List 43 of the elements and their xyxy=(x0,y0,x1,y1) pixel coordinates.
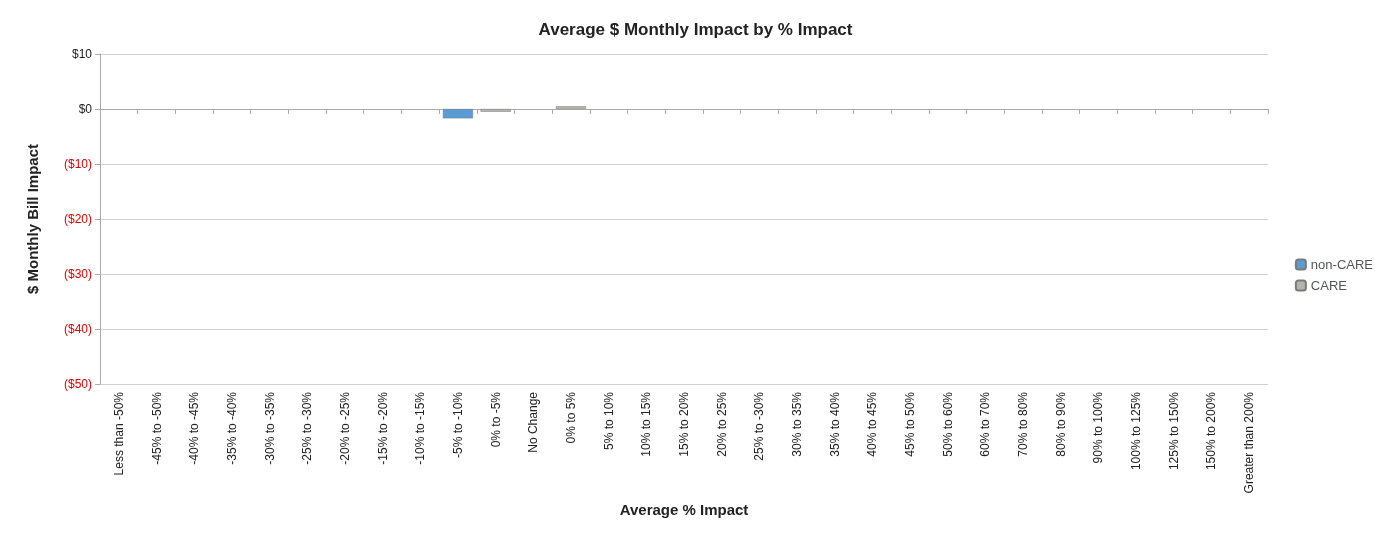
chart-title: Average $ Monthly Impact by % Impact xyxy=(538,20,853,39)
x-tick-label: 50% to 60% xyxy=(940,391,955,457)
x-tick-label: 80% to 90% xyxy=(1053,391,1068,457)
x-tick-label: 100% to 125% xyxy=(1129,391,1144,471)
x-tick-label: -40% to -45% xyxy=(187,391,202,465)
x-tick-label: -35% to -40% xyxy=(224,391,239,465)
x-tick-label: 25% to -30% xyxy=(752,391,767,461)
x-tick-label: -10% to -15% xyxy=(413,391,428,465)
x-tick-label: 60% to 70% xyxy=(978,391,993,457)
y-axis-title: $ Monthly Bill Impact xyxy=(24,143,41,295)
x-tick-label: 150% to 200% xyxy=(1204,391,1219,471)
x-tick-label: 10% to 15% xyxy=(639,391,654,457)
x-tick-label: -25% to -30% xyxy=(300,391,315,465)
x-tick-label: Less than -50% xyxy=(111,391,126,476)
y-tick-label: ($20) xyxy=(63,212,92,226)
x-tick-label: 0% to 5% xyxy=(563,391,578,444)
y-tick-label: ($50) xyxy=(63,377,92,391)
x-tick-label: Greater than 200% xyxy=(1242,391,1257,494)
x-tick-label: 125% to 150% xyxy=(1166,391,1181,471)
y-tick-label: ($40) xyxy=(63,322,92,336)
x-tick-label: -5% to -10% xyxy=(450,391,465,459)
y-tick-label: $0 xyxy=(78,102,93,116)
y-tick-label: ($10) xyxy=(63,157,92,171)
y-tick-label: ($30) xyxy=(63,267,92,281)
x-tick-label: 70% to 80% xyxy=(1016,391,1031,457)
legend-label: non-CARE xyxy=(1310,257,1374,272)
x-tick-label: 90% to 100% xyxy=(1091,391,1106,464)
legend-label: CARE xyxy=(1310,278,1348,293)
x-tick-label: -30% to -35% xyxy=(262,391,277,465)
x-axis-title: Average % Impact xyxy=(619,501,749,518)
x-tick-label: 45% to 50% xyxy=(903,391,918,457)
y-tick-label: $10 xyxy=(71,47,93,61)
x-tick-label: 35% to 40% xyxy=(827,391,842,457)
x-tick-label: -45% to -50% xyxy=(149,391,164,465)
x-tick-label: 40% to 45% xyxy=(865,391,880,457)
x-tick-label: -20% to -25% xyxy=(337,391,352,465)
x-tick-label: -15% to -20% xyxy=(375,391,390,465)
x-tick-label: 5% to 10% xyxy=(601,391,616,451)
x-tick-label: 30% to 35% xyxy=(790,391,805,457)
x-tick-label: 0% to -5% xyxy=(488,391,503,448)
x-tick-label: 20% to 25% xyxy=(714,391,729,457)
x-tick-label: 15% to 20% xyxy=(677,391,691,457)
x-tick-label: No Change xyxy=(526,391,541,453)
